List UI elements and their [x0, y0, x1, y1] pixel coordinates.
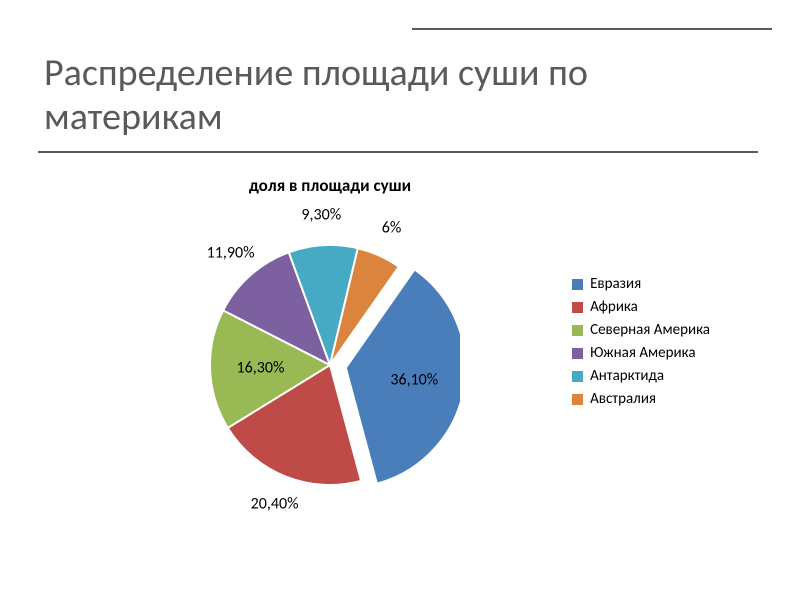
legend-label: Южная Америка — [590, 344, 695, 362]
legend-label: Антарктида — [590, 367, 664, 385]
legend-swatch — [572, 394, 583, 405]
legend-item: Антарктида — [572, 367, 710, 385]
legend-item: Северная Америка — [572, 321, 710, 339]
slide: Распределение площади суши по материкам … — [0, 0, 800, 600]
legend-item: Африка — [572, 298, 710, 316]
title-block: Распределение площади суши по материкам — [44, 52, 744, 153]
legend-swatch — [572, 279, 583, 290]
legend-label: Евразия — [590, 275, 641, 293]
pie-svg — [200, 235, 460, 495]
legend-label: Северная Америка — [590, 321, 710, 339]
legend-item: Евразия — [572, 275, 710, 293]
legend-swatch — [572, 302, 583, 313]
legend-item: Австралия — [572, 390, 710, 408]
pie-canvas — [200, 235, 460, 495]
legend-swatch — [572, 371, 583, 382]
legend-item: Южная Америка — [572, 344, 710, 362]
page-title: Распределение площади суши по материкам — [44, 52, 744, 139]
legend-label: Африка — [590, 298, 638, 316]
chart-title: доля в площади суши — [120, 175, 540, 196]
pie-chart: доля в площади суши 36,10%20,40%16,30%11… — [120, 175, 680, 535]
decorative-rule-under-title — [38, 151, 758, 153]
decorative-rule-top — [412, 28, 772, 30]
legend-swatch — [572, 325, 583, 336]
legend: Евразия Африка Северная Америка Южная Амери… — [572, 270, 710, 413]
legend-swatch — [572, 348, 583, 359]
legend-label: Австралия — [590, 390, 656, 408]
pie-slice-label: 20,40% — [251, 495, 299, 514]
pie-slice-label: 9,30% — [301, 206, 341, 225]
